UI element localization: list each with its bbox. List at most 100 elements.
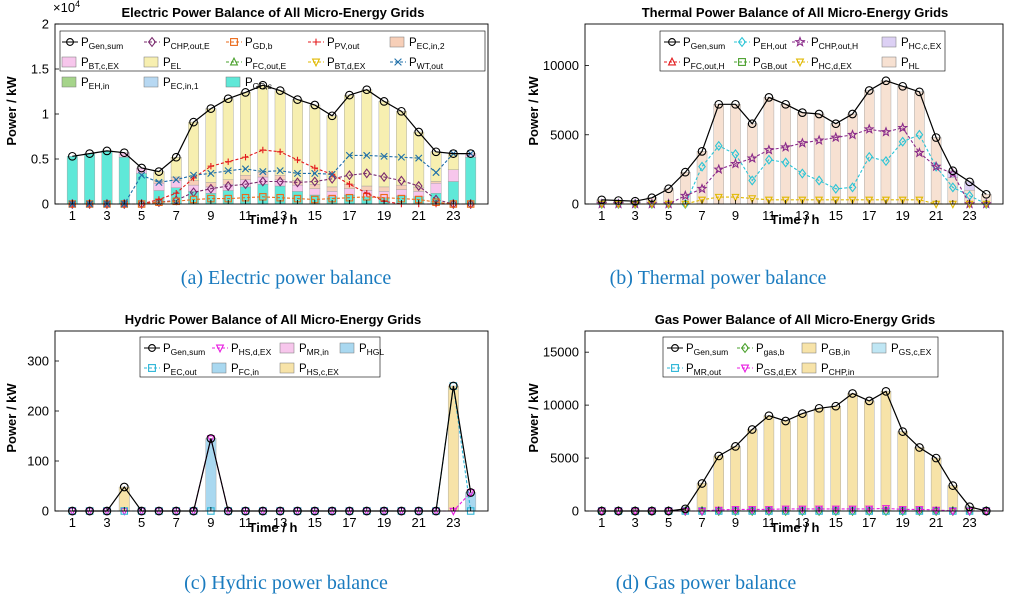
electric-point-WT-out-19	[380, 152, 388, 160]
thermal-bar-HL-16	[847, 113, 858, 205]
electric-legend-item-GD-b: PGD,b	[226, 37, 273, 51]
thermal-legend-item-GB-out: PGB,out	[734, 57, 788, 71]
panel-hydric: Hydric Power Balance of All Micro-Energy…	[4, 312, 489, 594]
thermal-point-CHP-out-H-6	[679, 189, 691, 201]
thermal-xtick-label-19: 19	[895, 208, 909, 223]
electric-point-gen-sum-7	[171, 152, 181, 162]
electric-point-gen-sum-13	[275, 86, 285, 95]
electric-point-gen-sum-22	[431, 147, 441, 157]
gas-legend-label-MR-out: PMR,out	[686, 363, 722, 377]
gas-point-GS-d-EX-19	[898, 506, 907, 515]
gas-point-GS-d-EX-14	[814, 505, 824, 514]
thermal-point-CHP-out-H-16	[847, 129, 858, 140]
electric-point-WT-out-8	[189, 171, 198, 179]
electric-point-WT-out-22	[432, 168, 440, 177]
hydric-ytick-label-0: 0	[42, 504, 49, 519]
electric-xtick-label-5: 5	[138, 208, 145, 223]
thermal-point-HC-d-EX-16	[848, 196, 857, 205]
electric-xtick-label-9: 9	[207, 208, 214, 223]
electric-legend-label-BT-d-EX: PBT,d,EX	[327, 57, 366, 71]
gas-legend-label-GB-in: PGB,in	[821, 343, 850, 357]
thermal-point-CHP-out-H-18	[880, 126, 892, 137]
gas-point-gen-sum-18	[881, 387, 891, 396]
electric-bar-EC-in-2-18	[361, 185, 373, 191]
hydric-ylabel: Power / kW	[4, 383, 19, 453]
thermal-legend-item-HC-c-EX: PHC,c,EX	[881, 36, 942, 51]
electric-point-CHP-out-E-13	[276, 176, 285, 187]
electric-bar-EL-21	[413, 131, 425, 188]
thermal-point-CHP-out-H-17	[863, 123, 875, 134]
thermal-xlabel: Time / h	[771, 212, 820, 227]
thermal-bar-HL-14	[813, 113, 825, 205]
gas-point-gen-sum-11	[764, 411, 774, 421]
hydric-legend-item-EC-out: PEC,out	[144, 363, 197, 377]
electric-legend-swatch-BT-c-EX	[61, 56, 77, 68]
electric-legend-item-GD-s: PGD,s	[225, 76, 272, 91]
gas-xtick-label-7: 7	[698, 515, 705, 530]
thermal-caption: (b) Thermal power balance	[610, 267, 827, 289]
thermal-bar-HL-7	[696, 151, 708, 205]
electric-bar-EC-in-2-16	[326, 186, 338, 192]
gas-xtick-label-19: 19	[895, 515, 909, 530]
electric-legend-item-Gen-sum: PGen,sum	[62, 37, 123, 51]
electric-bar-EL-14	[292, 99, 303, 181]
gas-bar-CHP-in-11	[763, 415, 775, 512]
electric-point-WT-out-18	[363, 151, 371, 159]
gas-point-GS-d-EX-11	[764, 506, 774, 515]
electric-point-gen-sum-18	[362, 85, 372, 95]
thermal-legend-label-EH-out: PEH,out	[753, 37, 787, 51]
electric-point-GD-b-7	[172, 197, 180, 206]
gas-point-GS-d-EX-17	[865, 505, 874, 514]
electric-point-gen-sum-8	[189, 117, 198, 127]
electric-point-PV-out-17	[346, 181, 353, 188]
hydric-xtick-label-19: 19	[377, 515, 391, 530]
gas-xlabel: Time / h	[771, 520, 820, 535]
electric-bar-GD-s-1	[66, 156, 78, 205]
thermal-point-gen-sum-9	[731, 99, 740, 109]
thermal-legend-item-HL: PHL	[881, 56, 920, 71]
gas-legend-item-GS-d-EX: PGS,d,EX	[737, 363, 797, 377]
electric-point-CHP-out-E-5	[137, 198, 146, 210]
gas-point-GS-d-EX-18	[881, 505, 891, 514]
hydric-bar-FC-in-9	[205, 438, 217, 512]
hydric-legend-marker-Gen-sum	[148, 344, 156, 352]
electric-bar-GD-s-4	[118, 156, 130, 205]
electric-legend-label-GD-s: PGD,s	[245, 77, 272, 91]
thermal-xtick-label-11: 11	[762, 208, 776, 223]
thermal-ylabel: Power / kW	[526, 76, 541, 146]
electric-bar-GD-s-2	[84, 153, 96, 205]
electric-point-WT-out-6	[155, 178, 163, 186]
hydric-point-gen-sum-23	[449, 381, 458, 391]
electric-point-gen-sum-3	[102, 146, 112, 156]
electric-point-gen-sum-20	[397, 106, 406, 116]
thermal-bar-HL-13	[797, 112, 808, 205]
electric-legend-box	[59, 30, 486, 72]
electric-point-CHP-out-E-21	[414, 180, 423, 192]
electric-bar-EL-22	[430, 151, 442, 182]
gas-bar-CHP-in-21	[930, 457, 942, 512]
thermal-point-HC-d-EX-11	[764, 196, 774, 205]
hydric-legend-label-MR-in: PMR,in	[299, 343, 329, 357]
electric-bar-BT-c-EX-23	[447, 169, 459, 182]
electric-point-PV-out-11	[242, 154, 249, 161]
electric-bar-EL-23	[447, 153, 459, 171]
hydric-xtick-label-23: 23	[446, 515, 460, 530]
thermal-point-CHP-out-H-13	[796, 137, 808, 148]
thermal-point-CHP-out-H-8	[713, 163, 725, 175]
electric-bar-EL-20	[396, 111, 407, 186]
thermal-point-gen-sum-12	[781, 99, 790, 109]
gas-point-GS-d-EX-10	[748, 506, 757, 515]
thermal-legend-label-HL: PHL	[901, 57, 920, 71]
gas-xtick-label-11: 11	[762, 515, 776, 530]
thermal-ytick-label-0: 0	[572, 197, 579, 212]
gas-title: Gas Power Balance of All Micro-Energy Gr…	[655, 312, 936, 327]
thermal-bar-HL-10	[746, 123, 758, 205]
gas-xtick-label-17: 17	[862, 515, 876, 530]
electric-point-gen-sum-5	[137, 163, 146, 173]
gas-point-gen-sum-20	[915, 443, 924, 452]
electric-legend-item-BT-d-EX: PBT,d,EX	[308, 57, 366, 71]
electric-legend-label-EC-in-2: PEC,in,2	[409, 37, 445, 51]
gas-ytick-label-1: 5000	[550, 451, 579, 466]
hydric-legend-label-FC-in: PFC,in	[231, 363, 259, 377]
